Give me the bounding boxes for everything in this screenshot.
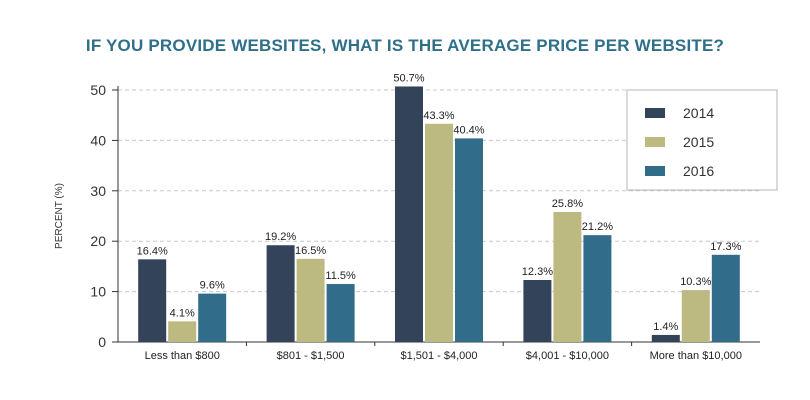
data-label: 19.2%: [265, 231, 296, 243]
bar: [266, 245, 295, 342]
legend-label: 2015: [683, 134, 714, 150]
data-label: 25.8%: [552, 198, 583, 210]
legend-label: 2014: [683, 105, 714, 121]
x-tick-label: Less than $800: [145, 350, 220, 362]
legend: 2014 2015 2016: [626, 89, 778, 191]
x-tick-label: More than $10,000: [650, 350, 742, 362]
y-tick-label: 40: [90, 132, 106, 148]
chart-title: IF YOU PROVIDE WEBSITES, WHAT IS THE AVE…: [85, 36, 725, 55]
y-tick-label: 0: [98, 334, 106, 350]
bar: [326, 284, 355, 342]
bar: [651, 334, 680, 342]
x-tick-label: $4,001 - $10,000: [526, 350, 609, 362]
legend-swatch: [645, 137, 665, 147]
bar: [711, 254, 740, 342]
bar: [168, 321, 197, 342]
legend-swatch: [645, 166, 665, 176]
bar: [138, 259, 167, 342]
data-label: 43.3%: [423, 110, 454, 122]
axes: 0 10 20 30 40 50 PERCENT (%) Less than $800 $801…: [54, 82, 760, 362]
data-label: 50.7%: [393, 72, 424, 84]
y-tick-label: 20: [90, 233, 106, 249]
data-label: 40.4%: [453, 124, 484, 136]
bar: [296, 258, 325, 342]
x-tick-label: $801 - $1,500: [277, 350, 345, 362]
data-label: 21.2%: [582, 221, 613, 233]
y-tick-label: 50: [90, 82, 106, 98]
y-axis-label: PERCENT (%): [54, 183, 65, 249]
bar: [455, 138, 483, 342]
bar: [681, 290, 710, 342]
legend-swatch: [645, 108, 665, 118]
bar: [198, 293, 227, 342]
data-label: 11.5%: [325, 270, 356, 282]
bar: [583, 235, 612, 342]
bars: [138, 86, 740, 342]
data-label: 4.1%: [170, 307, 195, 319]
data-label: 1.4%: [653, 321, 678, 333]
legend-label: 2016: [683, 163, 714, 179]
data-label: 16.4%: [137, 245, 168, 257]
data-label: 9.6%: [200, 280, 225, 292]
y-tick-label: 30: [90, 183, 106, 199]
data-labels: 16.4% 4.1% 9.6% 19.2% 16.5% 11.5% 50.7% 43.3% 40…: [137, 72, 742, 332]
x-tick-label: $1,501 - $4,000: [400, 350, 477, 362]
data-label: 16.5%: [295, 245, 326, 257]
data-label: 10.3%: [680, 276, 711, 288]
bar: [425, 123, 453, 342]
data-label: 17.3%: [710, 241, 741, 253]
y-tick-label: 10: [90, 284, 106, 300]
bar: [553, 211, 582, 342]
bar: [395, 86, 423, 342]
data-label: 12.3%: [522, 266, 553, 278]
bar: [523, 280, 552, 342]
